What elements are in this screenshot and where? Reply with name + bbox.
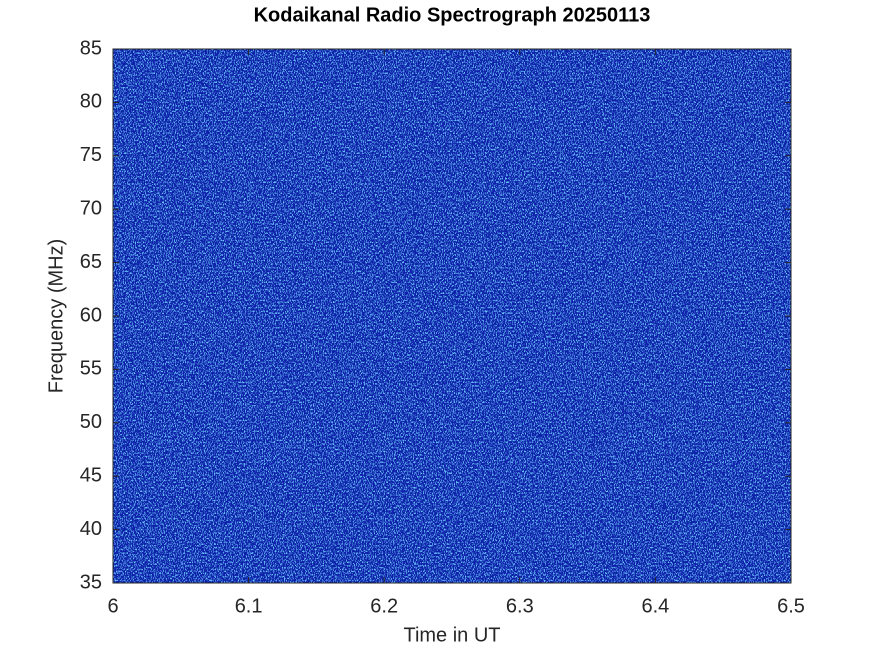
plot-area (113, 49, 791, 583)
y-tick-label: 85 (80, 37, 102, 59)
y-tick-label: 65 (80, 251, 102, 273)
x-axis-label: Time in UT (403, 624, 500, 646)
x-tick-label: 6 (107, 595, 118, 617)
x-tick-label: 6.2 (370, 595, 398, 617)
x-tick-label: 6.1 (235, 595, 263, 617)
y-tick-label: 55 (80, 358, 102, 380)
y-tick-label: 60 (80, 304, 102, 326)
y-tick-label: 50 (80, 411, 102, 433)
x-tick-label: 6.5 (777, 595, 805, 617)
y-axis-label: Frequency (MHz) (45, 239, 67, 393)
chart-title: Kodaikanal Radio Spectrograph 20250113 (254, 4, 651, 26)
x-tick-label: 6.4 (641, 595, 669, 617)
y-tick-label: 40 (80, 518, 102, 540)
y-tick-label: 45 (80, 464, 102, 486)
y-tick-label: 70 (80, 197, 102, 219)
y-tick-label: 35 (80, 571, 102, 593)
x-tick-label: 6.3 (506, 595, 534, 617)
y-tick-label: 75 (80, 144, 102, 166)
y-tick-label: 80 (80, 91, 102, 113)
spectrogram-noise (113, 49, 791, 583)
